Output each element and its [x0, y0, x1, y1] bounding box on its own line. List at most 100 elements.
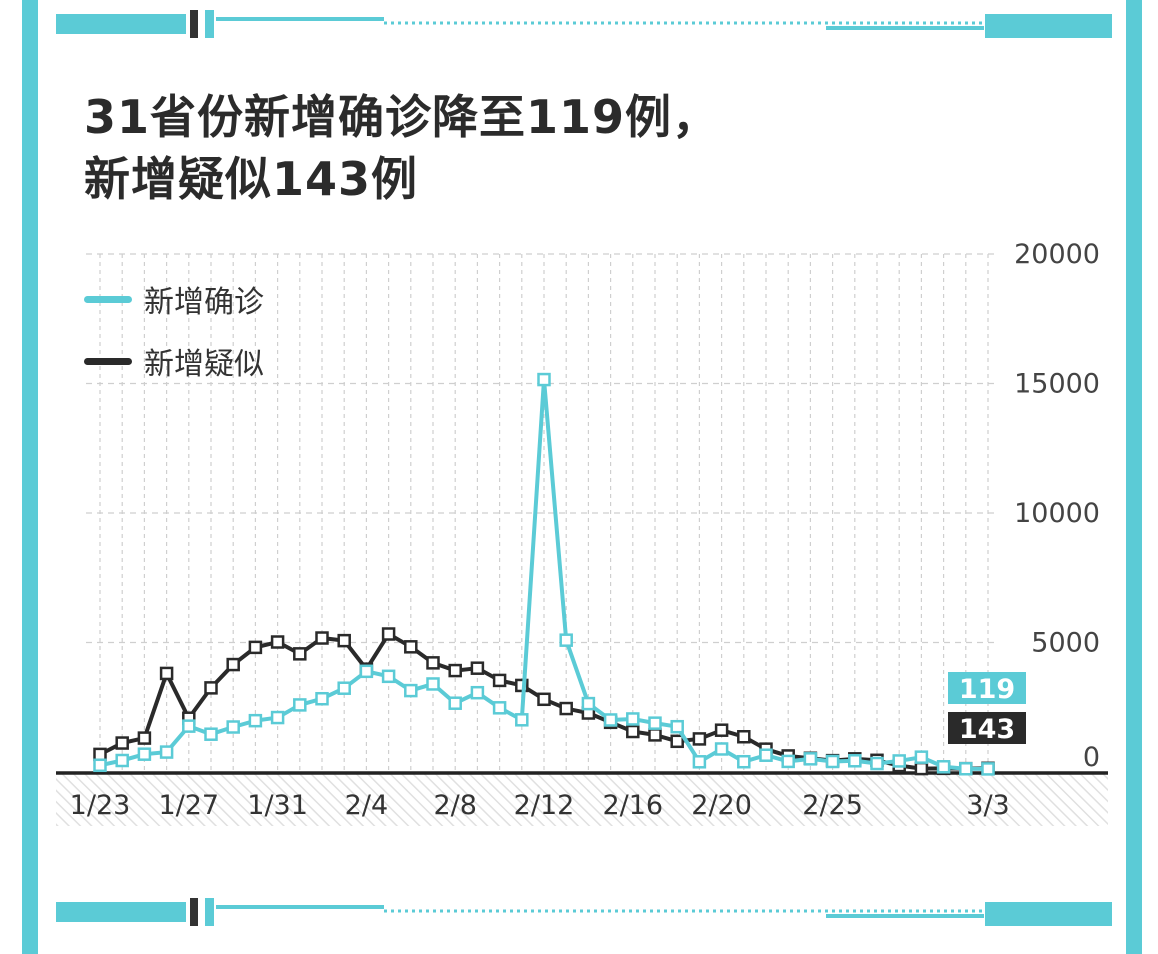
- data-point-suspected: [137, 731, 152, 745]
- y-tick-label: 20000: [1014, 239, 1100, 270]
- data-point-confirmed: [337, 681, 351, 695]
- end-label-confirmed-box: [948, 672, 1026, 704]
- y-tick-label: 0: [1083, 742, 1100, 773]
- data-point-suspected: [381, 627, 396, 641]
- data-point-suspected: [204, 681, 218, 695]
- legend-swatch-suspected: [84, 357, 132, 365]
- data-point-confirmed: [670, 719, 684, 734]
- data-point-confirmed: [426, 677, 440, 691]
- data-point-confirmed: [692, 755, 707, 769]
- x-tick-label: 2/16: [602, 790, 663, 821]
- data-point-suspected: [559, 701, 573, 716]
- data-point-suspected: [115, 736, 129, 750]
- data-point-confirmed: [448, 696, 462, 710]
- end-label-suspected-value: 143: [959, 714, 1015, 745]
- data-point-confirmed: [914, 750, 929, 764]
- data-point-confirmed: [759, 748, 773, 762]
- data-point-confirmed: [182, 719, 196, 733]
- decorative-top-bar: [56, 10, 1112, 38]
- data-point-confirmed: [137, 747, 152, 761]
- data-point-suspected: [448, 663, 462, 678]
- chart-title-line-1: 31省份新增确诊降至119例，: [84, 90, 720, 144]
- data-point-confirmed: [981, 762, 995, 776]
- data-point-suspected: [337, 633, 351, 648]
- data-point-confirmed: [892, 754, 906, 768]
- data-point-suspected: [670, 734, 684, 749]
- data-point-confirmed: [515, 713, 529, 727]
- data-point-suspected: [248, 640, 263, 655]
- data-point-suspected: [537, 692, 551, 707]
- data-point-confirmed: [870, 756, 884, 771]
- data-point-suspected: [404, 640, 418, 654]
- chart-legend: 新增确诊 新增疑似: [84, 268, 264, 392]
- data-point-confirmed: [270, 710, 285, 725]
- frame-left-border: [22, 0, 38, 954]
- data-point-suspected: [226, 657, 240, 672]
- data-point-confirmed: [559, 633, 573, 647]
- legend-label-confirmed: 新增确诊: [144, 285, 264, 320]
- data-point-confirmed: [204, 727, 218, 741]
- data-point-suspected: [159, 666, 174, 681]
- data-point-confirmed: [648, 716, 662, 730]
- x-tick-label: 2/20: [691, 790, 752, 821]
- data-point-suspected: [692, 732, 707, 746]
- data-point-confirmed: [959, 762, 973, 776]
- data-point-confirmed: [848, 754, 862, 768]
- chart-title-line-2: 新增疑似143例: [84, 152, 419, 206]
- data-point-confirmed: [803, 752, 818, 766]
- end-label-confirmed-value: 119: [959, 674, 1015, 705]
- data-point-confirmed: [248, 713, 263, 728]
- data-point-confirmed: [226, 720, 240, 734]
- data-point-confirmed: [159, 745, 174, 759]
- legend-swatch-confirmed: [84, 295, 132, 303]
- data-point-suspected: [492, 673, 507, 688]
- legend-label-suspected: 新增疑似: [144, 347, 264, 382]
- data-point-confirmed: [470, 685, 485, 700]
- data-point-confirmed: [293, 698, 307, 712]
- x-tick-label: 3/3: [966, 790, 1009, 821]
- data-point-suspected: [426, 656, 440, 670]
- data-point-confirmed: [581, 696, 596, 711]
- data-point-suspected: [626, 724, 640, 739]
- x-tick-label: 2/8: [433, 790, 476, 821]
- x-tick-label: 2/12: [514, 790, 575, 821]
- x-tick-label: 1/27: [158, 790, 219, 821]
- x-tick-label: 1/23: [70, 790, 131, 821]
- y-tick-label: 5000: [1031, 628, 1100, 659]
- data-point-confirmed: [936, 760, 951, 774]
- end-label-suspected-box: [948, 712, 1026, 744]
- legend-item-suspected: 新增疑似: [84, 330, 264, 392]
- data-point-confirmed: [492, 701, 507, 715]
- data-point-suspected: [648, 728, 662, 742]
- x-tick-label: 2/4: [345, 790, 388, 821]
- data-point-confirmed: [781, 754, 795, 769]
- data-point-suspected: [93, 747, 107, 762]
- data-point-confirmed: [825, 754, 840, 769]
- data-point-suspected: [315, 631, 329, 645]
- data-point-confirmed: [537, 372, 551, 387]
- data-point-confirmed: [359, 664, 374, 679]
- x-tick-label: 1/31: [247, 790, 308, 821]
- decorative-bottom-bar: [56, 898, 1112, 926]
- y-tick-label: 15000: [1014, 369, 1100, 400]
- data-point-confirmed: [115, 753, 129, 768]
- data-point-confirmed: [737, 754, 751, 769]
- data-point-suspected: [293, 647, 307, 661]
- data-point-suspected: [714, 723, 729, 737]
- data-point-confirmed: [603, 713, 618, 727]
- data-point-suspected: [914, 761, 929, 776]
- data-point-confirmed: [381, 669, 396, 684]
- x-tick-label: 2/25: [802, 790, 863, 821]
- frame-right-border: [1126, 0, 1142, 954]
- y-tick-label: 10000: [1014, 498, 1100, 529]
- data-point-confirmed: [93, 758, 107, 773]
- x-axis-hatched-band: [56, 774, 1108, 826]
- legend-item-confirmed: 新增确诊: [84, 268, 264, 330]
- data-point-suspected: [470, 661, 485, 675]
- data-point-confirmed: [404, 683, 418, 698]
- data-point-confirmed: [315, 691, 329, 706]
- data-point-suspected: [270, 635, 285, 649]
- data-point-suspected: [737, 730, 751, 744]
- data-point-confirmed: [714, 742, 729, 756]
